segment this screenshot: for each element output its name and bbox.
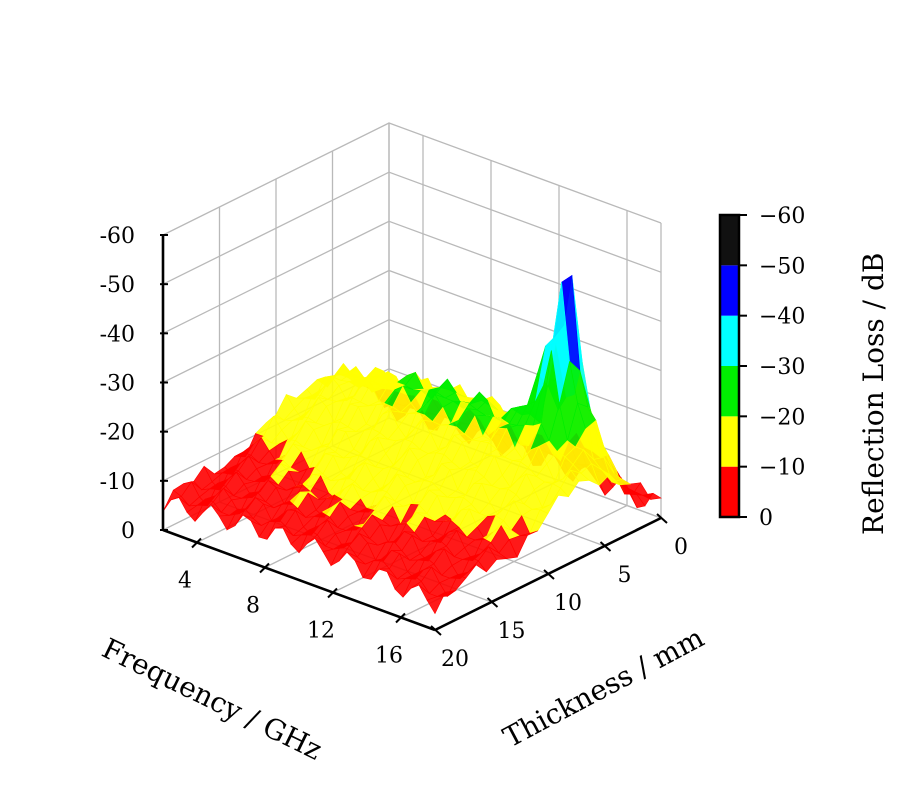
x-tick (395, 612, 406, 624)
z-tick-label: -30 (100, 372, 135, 397)
y-tick-label: 15 (498, 619, 526, 644)
x-tick (327, 587, 338, 599)
colorbar-tick-label: −40 (759, 305, 805, 330)
colorbar-tick-label: −50 (759, 254, 805, 279)
y-tick-label: 5 (618, 563, 632, 588)
y-tick (656, 513, 668, 524)
z-tick-label: 0 (121, 519, 135, 544)
y-tick (543, 569, 555, 580)
y-tick (486, 597, 499, 608)
y-tick (599, 541, 612, 552)
colorbar-segment (720, 416, 739, 467)
y-tick-label: 0 (674, 535, 688, 560)
x-tick-label: 12 (307, 619, 335, 644)
colorbar-segment (720, 466, 739, 517)
z-tick-label: -10 (100, 470, 135, 495)
colorbar-tick-label: −10 (759, 456, 805, 481)
x-axis-title: Frequency / GHz (97, 632, 327, 767)
x-tick-label: 8 (246, 594, 260, 619)
y-tick (430, 625, 442, 636)
y-tick-label: 20 (441, 647, 469, 672)
x-tick (259, 562, 270, 574)
colorbar-segment (720, 315, 739, 366)
colorbar-segment (720, 265, 739, 316)
colorbar-tick-label: −20 (759, 405, 805, 430)
colorbar-segment (720, 215, 739, 266)
y-tick-label: 10 (554, 591, 582, 616)
z-tick-label: -60 (100, 224, 135, 249)
x-axis-line (162, 528, 436, 632)
colorbar-tick-label: −30 (759, 355, 805, 380)
colorbar-title: Reflection Loss / dB (857, 252, 890, 535)
z-tick-label: -20 (100, 421, 135, 446)
x-tick (191, 537, 202, 549)
surface-cell (426, 591, 446, 615)
z-tick-label: -50 (100, 273, 135, 298)
axes: 0 -10 -20 -30 -40 -50 -60 4 8 12 16 0 5 10 15 20 (100, 224, 688, 672)
x-tick-label: 4 (178, 569, 192, 594)
surface-mesh (162, 274, 662, 615)
colorbar: 0 −10 −20 −30 −40 −50 −60 (718, 204, 805, 531)
colorbar-segment (720, 366, 739, 417)
colorbar-tick-label: 0 (759, 506, 773, 531)
x-tick-label: 16 (375, 644, 403, 669)
z-tick-label: -40 (100, 322, 135, 347)
colorbar-tick-label: −60 (759, 204, 805, 229)
y-axis-title: Thickness / mm (498, 621, 710, 754)
